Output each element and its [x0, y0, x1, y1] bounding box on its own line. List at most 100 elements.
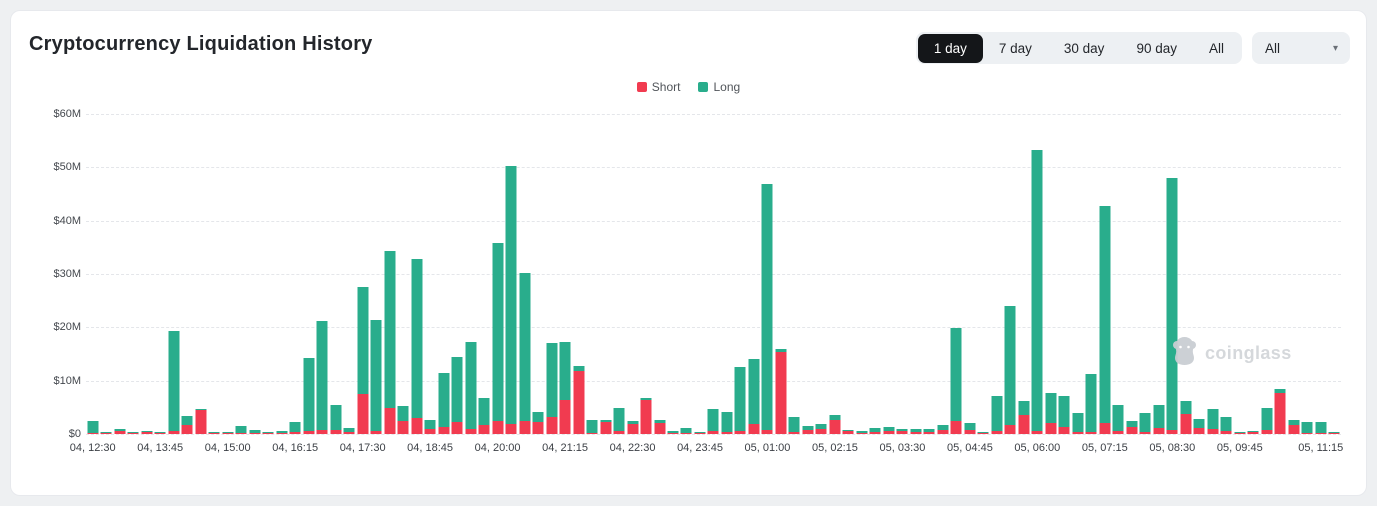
- bar: [276, 114, 288, 434]
- bar-slot: [612, 114, 625, 434]
- y-tick-label: $40M: [53, 214, 81, 227]
- bar-long-segment: [802, 426, 814, 431]
- range-button-1-day[interactable]: 1 day: [917, 33, 983, 63]
- bar: [721, 114, 733, 434]
- range-button-7-day[interactable]: 7 day: [983, 34, 1048, 63]
- bar-slot: [140, 114, 153, 434]
- bar: [1139, 114, 1151, 434]
- bar-slot: [815, 114, 828, 434]
- bar: [546, 114, 558, 434]
- bar: [438, 114, 450, 434]
- legend-item-long[interactable]: Long: [698, 80, 740, 94]
- bar-long-segment: [208, 431, 220, 433]
- range-button-30-day[interactable]: 30 day: [1048, 34, 1121, 63]
- bar-short-segment: [923, 432, 935, 434]
- bar-slot: [1098, 114, 1111, 434]
- bar-slot: [734, 114, 747, 434]
- bar-slot: [207, 114, 220, 434]
- bar-slot: [1017, 114, 1030, 434]
- bar-short-segment: [195, 410, 207, 434]
- liquidation-history-card: Cryptocurrency Liquidation History 1 day…: [10, 10, 1367, 496]
- bar-slot: [369, 114, 382, 434]
- bar-slot: [531, 114, 544, 434]
- bar-slot: [464, 114, 477, 434]
- bar: [950, 114, 962, 434]
- plot-area[interactable]: [86, 114, 1341, 435]
- bar: [532, 114, 544, 434]
- bar-long-segment: [991, 395, 1003, 431]
- bar-slot: [1301, 114, 1314, 434]
- bar-short-segment: [1153, 428, 1165, 434]
- bar: [586, 114, 598, 434]
- bar-slot: [1139, 114, 1152, 434]
- bar: [1072, 114, 1084, 434]
- bar-short-segment: [249, 432, 261, 434]
- coinglass-logo-icon: [1171, 336, 1198, 371]
- bar-long-segment: [788, 416, 800, 432]
- bar-slot: [410, 114, 423, 434]
- bar-long-segment: [896, 429, 908, 432]
- bar-short-segment: [1328, 432, 1340, 434]
- bar-short-segment: [519, 421, 531, 434]
- x-tick-label: 04, 17:30: [339, 442, 386, 454]
- bar: [384, 114, 396, 434]
- bar-short-segment: [991, 430, 1003, 434]
- bar-slot: [774, 114, 787, 434]
- bar-long-segment: [546, 343, 558, 417]
- symbol-filter-dropdown[interactable]: All ▾: [1252, 32, 1350, 64]
- bar: [640, 114, 652, 434]
- grid-line: [86, 434, 1341, 435]
- bar-short-segment: [370, 430, 382, 434]
- bar: [208, 114, 220, 434]
- x-tick-label: 04, 15:00: [204, 442, 251, 454]
- bar-long-segment: [1220, 416, 1232, 432]
- bar: [1166, 114, 1178, 434]
- grid-line: [86, 327, 1341, 329]
- bar-long-segment: [424, 420, 436, 430]
- bar-long-segment: [667, 431, 679, 433]
- bar: [680, 114, 692, 434]
- bar-slot: [153, 114, 166, 434]
- y-tick-label: $10M: [53, 374, 81, 387]
- range-button-90-day[interactable]: 90 day: [1120, 34, 1193, 63]
- chevron-down-icon: ▾: [1332, 42, 1338, 54]
- bar-short-segment: [127, 432, 139, 434]
- bar-short-segment: [802, 430, 814, 434]
- bar: [1220, 114, 1232, 434]
- bar-short-segment: [694, 432, 706, 434]
- y-tick-label: $0: [68, 428, 81, 440]
- bar: [748, 114, 760, 434]
- bar-short-segment: [1207, 429, 1219, 434]
- legend-swatch-long: [698, 82, 709, 92]
- bar-slot: [707, 114, 720, 434]
- x-tick-label: 04, 23:45: [677, 442, 723, 454]
- x-tick-label: 04, 21:15: [542, 442, 588, 454]
- bar-long-segment: [1166, 178, 1178, 431]
- bar-slot: [693, 114, 706, 434]
- bar-short-segment: [613, 431, 625, 434]
- x-tick-label: 05, 06:00: [1014, 442, 1061, 454]
- bar-short-segment: [532, 422, 544, 434]
- bar-short-segment: [505, 424, 517, 434]
- bar-short-segment: [627, 423, 639, 434]
- bar-short-segment: [977, 432, 989, 434]
- bar: [181, 114, 193, 434]
- bar-slot: [653, 114, 666, 434]
- bar-slot: [1274, 114, 1287, 434]
- bar-short-segment: [1315, 432, 1327, 434]
- bar-long-segment: [411, 259, 423, 418]
- bar-long-segment: [478, 397, 490, 426]
- bar-long-segment: [168, 331, 180, 432]
- range-button-all[interactable]: All: [1193, 34, 1240, 63]
- bar-long-segment: [761, 183, 773, 431]
- legend-item-short[interactable]: Short: [636, 80, 680, 94]
- bar-short-segment: [869, 432, 881, 434]
- bar-long-segment: [694, 431, 706, 433]
- bar-slot: [113, 114, 126, 434]
- x-tick-label: 05, 11:15: [1298, 442, 1344, 454]
- bar-long-segment: [680, 428, 692, 433]
- bar-short-segment: [114, 431, 126, 434]
- bar-long-segment: [1207, 408, 1219, 430]
- bar-short-segment: [680, 432, 692, 434]
- bar-long-segment: [600, 419, 612, 423]
